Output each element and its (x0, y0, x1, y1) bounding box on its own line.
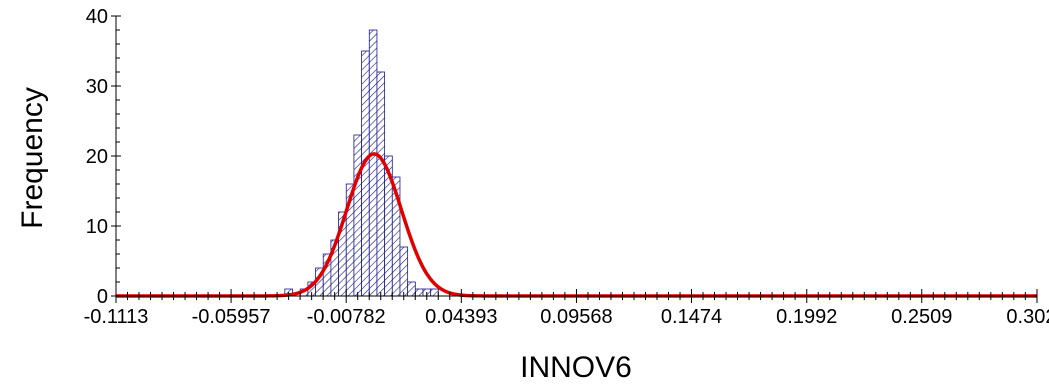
y-tick-label: 10 (86, 216, 108, 238)
x-tick-label: 0.09568 (540, 306, 612, 328)
x-tick-label: 0.1474 (661, 306, 722, 328)
x-tick-label: -0.00782 (307, 306, 386, 328)
histogram-bar (430, 288, 439, 297)
axes-layer: 0 10 20 30 40 -0.1113 -0.05957 -0.00782 0.04393 0… (84, 6, 1049, 328)
y-tick-label: 40 (86, 6, 108, 28)
y-tick-label: 0 (97, 286, 108, 308)
x-tick-label: 0.2509 (891, 306, 952, 328)
histogram-bar (368, 29, 378, 297)
x-tick-label: -0.05957 (192, 306, 271, 328)
histogram-bar (414, 288, 424, 297)
x-tick-label: -0.1113 (84, 306, 149, 328)
histogram-bar (407, 281, 416, 297)
fit-layer (116, 152, 1037, 298)
histogram-bar (399, 246, 409, 297)
histogram-bar (376, 71, 386, 297)
histogram-bar (361, 50, 370, 297)
x-tick-label: 0.3027 (1006, 306, 1049, 328)
histogram-bar (353, 134, 362, 297)
y-axis-label: Frequency (16, 87, 49, 229)
normal-fit-curve (116, 152, 1037, 298)
y-tick-label: 30 (86, 76, 108, 98)
x-tick-label: 0.04393 (425, 306, 497, 328)
x-tick-label: 0.1992 (776, 306, 837, 328)
bars-layer (284, 29, 439, 297)
y-tick-label: 20 (86, 146, 108, 168)
labels-layer: Frequency INNOV6 (16, 87, 632, 384)
x-axis-label: INNOV6 (520, 351, 632, 384)
